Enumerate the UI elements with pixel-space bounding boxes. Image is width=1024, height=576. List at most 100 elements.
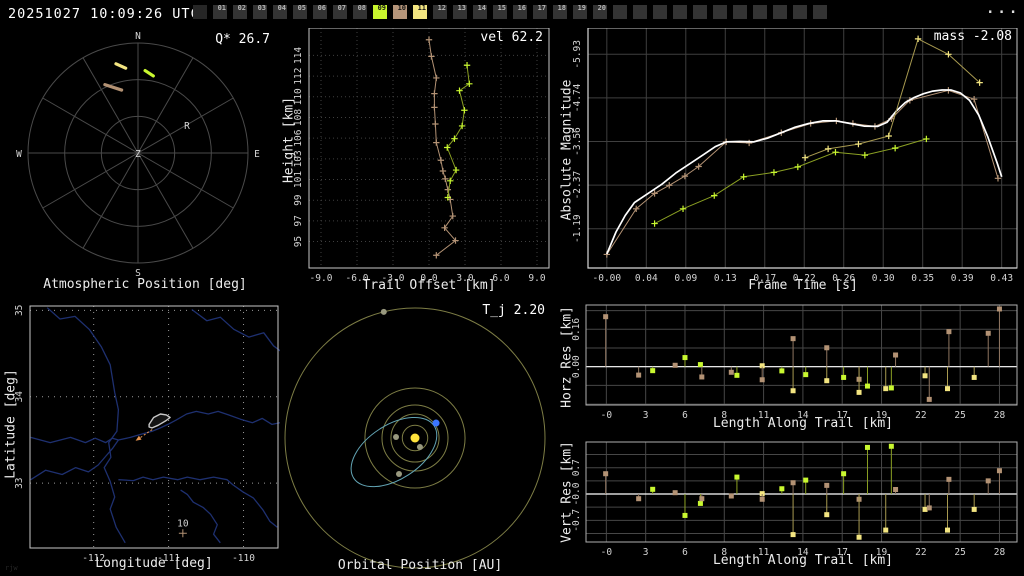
frame-tile-17[interactable]: 17 (533, 4, 547, 19)
x-tick-label: -6.0 (346, 273, 369, 284)
data-point-marker (885, 132, 892, 140)
x-tick-label: 8 (721, 547, 727, 558)
planet-orbit-ring (390, 413, 440, 463)
residual-point (803, 372, 809, 378)
frame-tile-01[interactable]: 01 (213, 4, 227, 19)
frame-tile-08[interactable]: 08 (353, 4, 367, 19)
y-tick-label: 33 (14, 477, 25, 488)
frame-tile-02[interactable]: 02 (233, 4, 247, 19)
frame-tile-07[interactable]: 07 (333, 4, 347, 19)
frame-tile-12[interactable]: 12 (433, 4, 447, 19)
data-point-marker (711, 192, 718, 199)
x-tick-label: -111 (157, 553, 180, 564)
frame-tile-09[interactable]: 09 (373, 4, 387, 19)
frame-tile-18[interactable]: 18 (553, 4, 567, 19)
river (30, 436, 119, 444)
y-tick-label: -2.37 (572, 171, 583, 200)
frame-tile-11[interactable]: 11 (413, 4, 427, 19)
frame-tile[interactable] (653, 5, 667, 19)
y-tick-label: -3.56 (572, 127, 583, 156)
x-tick-label: -110 (232, 553, 255, 564)
frame-time-axis-label: Frame Time [s] (748, 278, 858, 293)
data-point-marker (433, 252, 440, 259)
data-point-marker (444, 186, 452, 193)
frame-tile-label: 20 (597, 4, 606, 12)
x-tick-label: 0.0 (420, 273, 437, 284)
residual-point (888, 385, 894, 391)
data-point-marker (447, 177, 454, 185)
frame-tile[interactable] (753, 5, 767, 19)
frame-tile-04[interactable]: 04 (273, 4, 287, 19)
x-tick-label: -0 (601, 410, 613, 421)
residual-point (971, 374, 977, 380)
frame-tile-10[interactable]: 10 (393, 4, 407, 19)
frame-tile-19[interactable]: 19 (573, 4, 587, 19)
y-tick-label: -0.7 (571, 509, 582, 532)
residual-point (603, 471, 609, 477)
x-tick-label: 25 (954, 410, 965, 421)
planet-dot-jupiter (380, 308, 387, 315)
data-point-marker (994, 175, 1002, 182)
data-point-marker (945, 51, 952, 58)
residual-point (864, 444, 870, 450)
residual-point (922, 373, 928, 379)
frame-tile[interactable] (193, 5, 207, 19)
frame-tile-13[interactable]: 13 (453, 4, 467, 19)
x-tick-label: 11 (758, 410, 770, 421)
y-tick-label: 0.16 (571, 318, 582, 341)
x-tick-label: 0.13 (714, 273, 737, 284)
meteor-streak-tan (103, 83, 124, 92)
plot-grid (309, 28, 549, 268)
frame-tile[interactable] (693, 5, 707, 19)
river (46, 307, 126, 544)
frame-tile[interactable] (673, 5, 687, 19)
frame-tile-label: 09 (377, 4, 386, 12)
residual-point (883, 527, 889, 533)
data-point-marker (855, 140, 862, 148)
frame-tile-05[interactable]: 05 (293, 4, 307, 19)
frame-tile-label: 13 (457, 4, 466, 12)
frame-tile-20[interactable]: 20 (593, 4, 607, 19)
frame-tile[interactable] (713, 5, 727, 19)
y-tick-label: 101 (293, 171, 304, 188)
frame-tile-14[interactable]: 14 (473, 4, 487, 19)
frame-tile-06[interactable]: 06 (313, 4, 327, 19)
x-tick-label: 0.43 (990, 273, 1013, 284)
zenith-label: Z (135, 149, 141, 160)
frame-tile-16[interactable]: 16 (513, 4, 527, 19)
series-camera-tan (606, 89, 999, 255)
residual-point (672, 490, 678, 496)
x-tick-label: -9.0 (310, 273, 333, 284)
x-tick-label: 8 (721, 410, 727, 421)
frame-tile-15[interactable]: 15 (493, 4, 507, 19)
length-along-trail-axis-label-top: Length Along Trail [km] (712, 416, 893, 431)
frame-tile-label: 14 (477, 4, 486, 12)
residual-point (672, 362, 678, 368)
planet-orbit-ring (284, 307, 546, 569)
frame-tile[interactable] (813, 5, 827, 19)
frame-tile[interactable] (613, 5, 627, 19)
residual-point (682, 512, 688, 518)
data-point-marker (431, 104, 438, 111)
vertical-residuals-plot: -0 3 6 8 11 14 17 19 22 25 28 0.7 -0.0 -0.7 (571, 441, 1018, 558)
frame-tile[interactable] (633, 5, 647, 19)
residual-point (790, 388, 796, 394)
river (118, 410, 280, 441)
y-tick-label: -1.19 (572, 214, 583, 243)
frame-tile-03[interactable]: 03 (253, 4, 267, 19)
azimuth-spoke (82, 57, 194, 249)
y-tick-label: 110 (293, 88, 304, 105)
y-tick-label: 95 (293, 236, 304, 247)
frame-tile[interactable] (793, 5, 807, 19)
frame-tile[interactable] (733, 5, 747, 19)
frame-tile-label: 05 (297, 4, 306, 12)
residual-point (946, 329, 952, 335)
residual-point (759, 363, 765, 369)
x-tick-label: 19 (876, 547, 888, 558)
overflow-menu-icon[interactable]: ... (986, 1, 1021, 17)
trail-offset-plot: -9.0 -6.0 -3.0 0.0 3.0 6.0 9.0 95 97 99 101 103 106 1… (293, 28, 550, 284)
y-tick-label: 108 (293, 109, 304, 126)
frame-tile[interactable] (773, 5, 787, 19)
data-point-marker (740, 173, 747, 181)
data-point-marker (441, 224, 448, 232)
